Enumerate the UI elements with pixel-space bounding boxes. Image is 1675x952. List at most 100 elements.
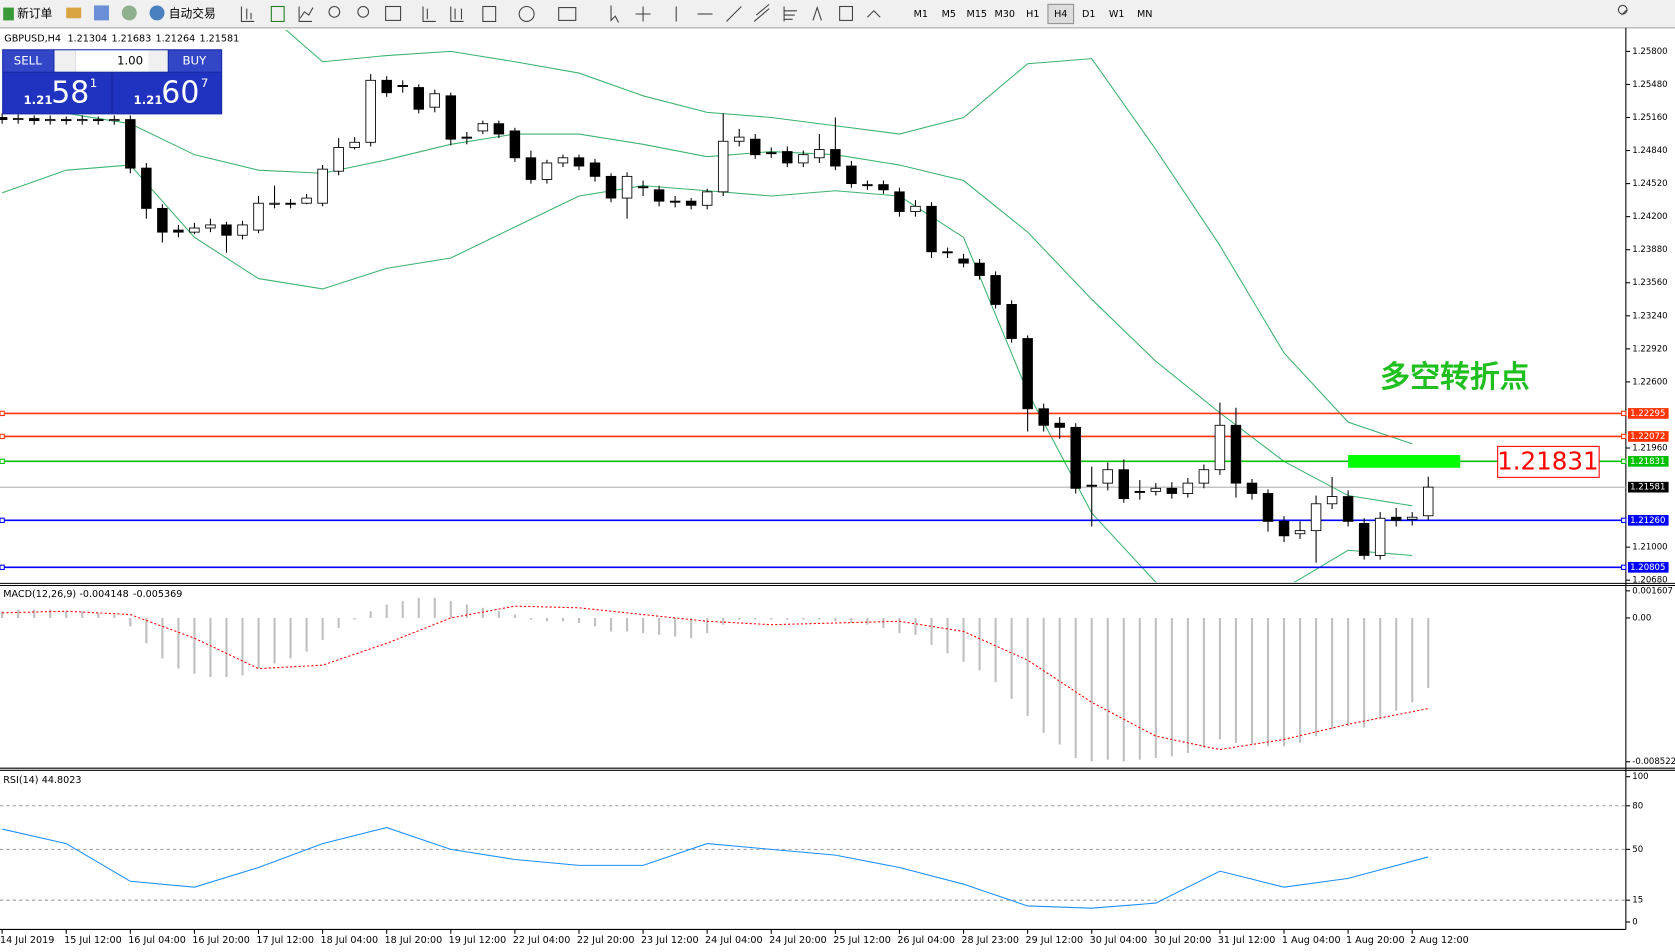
y-tick-label: 1.25480 [1632,80,1667,90]
tile-icon[interactable] [385,5,402,21]
x-tick-label: 18 Jul 04:00 [320,935,378,946]
timeframe-button[interactable]: H4 [1054,9,1067,20]
buy-label[interactable]: BUY [182,53,207,67]
indicators-icon[interactable] [482,5,497,22]
sell-button[interactable] [3,50,54,72]
candle-body [429,93,441,108]
lot-up[interactable] [148,50,168,72]
ask-fraction[interactable]: 7 [201,76,208,90]
main-header: GBPUSD,H4 1.21304 1.21683 1.21264 1.21581 [4,34,239,45]
candle-body [1326,496,1338,505]
bollinger-middle [2,105,1413,507]
candle-body [1278,520,1290,537]
y-tick-label: 1.25160 [1632,113,1667,123]
header-close: 1.21581 [200,34,240,45]
y-tick-label: 1.21000 [1632,543,1667,553]
fibo-icon[interactable] [783,6,797,22]
chart-bar-icon[interactable] [240,6,255,22]
ask-box[interactable] [113,72,222,114]
candle-body [205,224,216,229]
sell-label[interactable]: SELL [14,53,42,67]
auto-trading-icon[interactable] [149,5,165,21]
candle-body [12,118,24,121]
new-order-icon[interactable] [3,7,14,21]
timeframe-button[interactable]: D1 [1082,9,1096,20]
lot-value[interactable]: 1.00 [117,53,143,67]
x-tick-label: 1 Aug 04:00 [1282,935,1341,946]
timeframe-button[interactable]: M30 [995,9,1016,20]
bid-box[interactable] [3,72,112,114]
candle-body [862,184,873,187]
toolbar-icon[interactable] [66,7,82,19]
timeframe-button[interactable]: W1 [1109,9,1125,20]
label-icon[interactable] [839,5,853,21]
level-handle [0,410,5,417]
candle-body [0,117,8,120]
timeframe-button[interactable]: H1 [1026,9,1039,20]
y-tick-label: 1.20680 [1632,576,1667,586]
candle-body [1054,422,1065,428]
x-tick-label: 2 Aug 12:00 [1410,935,1469,946]
level-label-bg [1627,561,1669,573]
candle-body [1022,338,1033,410]
candle-body [830,149,841,167]
toolbar-icon[interactable] [121,5,137,21]
candle-body [750,138,761,156]
ask-big[interactable]: 1.21 [134,93,163,107]
trendline-icon[interactable] [726,6,742,22]
candle-body [109,119,120,122]
text-icon[interactable] [812,5,822,21]
channel-icon[interactable] [753,3,770,22]
timeframe-button[interactable]: M15 [967,9,988,20]
callout-bar [1348,454,1461,468]
chart-line-icon[interactable] [298,6,314,22]
cursor-icon[interactable] [610,5,619,23]
candle-body [1310,503,1322,532]
candle-body [974,262,985,276]
ask-pips[interactable]: 60 [161,76,199,111]
candle-body [445,95,457,140]
new-order-button[interactable]: 新订单 [17,6,52,20]
current-price-label-bg [1627,481,1669,493]
zoom-out-icon[interactable] [357,5,370,18]
bid-fraction[interactable]: 1 [90,76,97,90]
buy-button[interactable] [168,50,222,72]
search-icon[interactable] [1617,4,1628,16]
candle-body [1214,424,1226,471]
candle-body [541,162,553,180]
bollinger-upper [285,30,1413,445]
shift-icon[interactable] [450,6,464,22]
candle-body [189,227,200,233]
candle-body [1390,516,1402,521]
arrows-icon[interactable] [867,10,881,18]
lot-down[interactable] [54,50,76,72]
timeframe-button[interactable]: M1 [914,9,928,20]
candle-body [1166,487,1178,494]
timeframe-button[interactable]: M5 [942,9,956,20]
crosshair-icon[interactable] [635,6,651,22]
chart-candle-icon[interactable] [270,5,285,22]
candle-body [1006,304,1017,339]
toolbar-icon[interactable] [94,5,109,21]
templates-icon[interactable] [558,7,577,21]
candle-body [28,118,40,122]
candle-body [733,136,745,142]
timeframe-button[interactable]: MN [1137,9,1152,20]
candle-body [44,119,56,122]
lot-input[interactable] [75,50,149,72]
x-tick-label: 17 Jul 12:00 [256,935,314,946]
periods-icon[interactable] [518,5,535,22]
bid-big[interactable]: 1.21 [24,93,53,107]
bid-pips[interactable]: 58 [51,76,89,111]
symbol-title: GBPUSD,H4 [4,34,61,45]
macd-main-value: -0.004148 [79,589,128,600]
candle-body [253,202,264,231]
zoom-in-icon[interactable] [328,5,341,18]
x-tick-label: 26 Jul 04:00 [897,935,955,946]
auto-trading-button[interactable]: 自动交易 [169,6,216,20]
level-label-bg [1627,431,1669,442]
candle-body [77,119,88,122]
autoscroll-icon[interactable] [422,6,436,22]
candle-body [1342,496,1354,522]
